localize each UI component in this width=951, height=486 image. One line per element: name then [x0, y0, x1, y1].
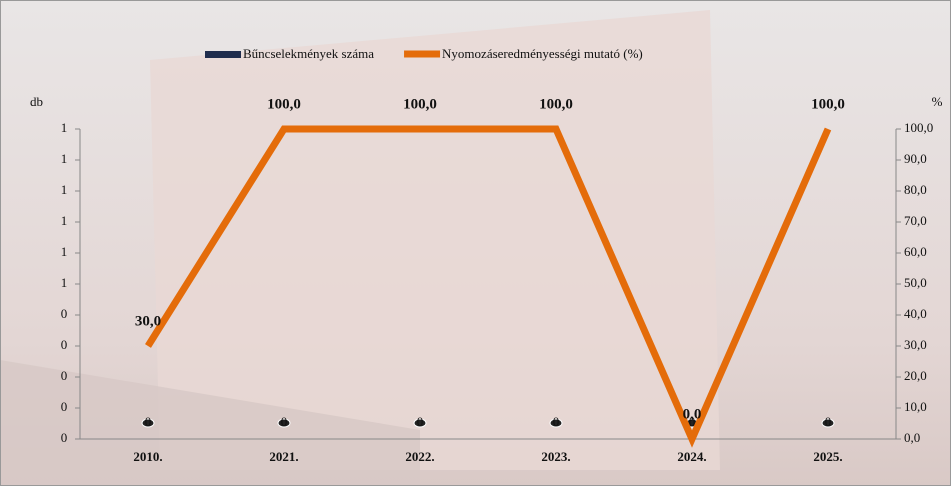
y2-tick-label: 50,0 — [904, 275, 927, 290]
y2-axis-title: % — [932, 94, 943, 109]
y2-tick-label: 80,0 — [904, 182, 927, 197]
x-tick-label: 2025. — [813, 449, 842, 464]
bar-value-label: 0 — [281, 414, 288, 429]
y2-tick-label: 60,0 — [904, 244, 927, 259]
y2-tick-label: 10,0 — [904, 399, 927, 414]
y-axis-title: db — [30, 94, 43, 109]
y-tick-label: 0 — [61, 368, 68, 383]
y-tick-label: 1 — [61, 182, 68, 197]
y-tick-label: 1 — [61, 151, 68, 166]
y2-tick-label: 100,0 — [904, 120, 933, 135]
y2-tick-label: 90,0 — [904, 151, 927, 166]
y-tick-label: 0 — [61, 306, 68, 321]
y2-tick-label: 40,0 — [904, 306, 927, 321]
y-tick-label: 0 — [61, 430, 68, 445]
line-value-label: 100,0 — [811, 96, 845, 112]
x-tick-label: 2024. — [677, 449, 706, 464]
y-tick-label: 1 — [61, 213, 68, 228]
page: db % 000001111110,010,020,030,040,050,06… — [0, 0, 951, 486]
y2-tick-label: 0,0 — [904, 430, 920, 445]
bar-value-label: 0 — [553, 414, 560, 429]
line-value-label: 100,0 — [403, 96, 437, 112]
x-tick-label: 2010. — [133, 449, 162, 464]
y-tick-label: 1 — [61, 275, 68, 290]
legend-label: Nyomozáseredményességi mutató (%) — [442, 46, 643, 61]
x-tick-label: 2021. — [269, 449, 298, 464]
y2-tick-label: 20,0 — [904, 368, 927, 383]
chart: db % 000001111110,010,020,030,040,050,06… — [0, 0, 951, 486]
bar-value-label: 0 — [145, 414, 152, 429]
bar-value-label: 0 — [825, 414, 832, 429]
y-tick-label: 0 — [61, 337, 68, 352]
line-value-label: 100,0 — [267, 96, 301, 112]
y-tick-label: 1 — [61, 244, 68, 259]
x-tick-label: 2023. — [541, 449, 570, 464]
line-value-label: 100,0 — [539, 96, 573, 112]
line-value-label: 30,0 — [135, 313, 161, 329]
y-tick-label: 0 — [61, 399, 68, 414]
legend-label: Bűncselekmények száma — [243, 46, 374, 61]
legend-swatch — [205, 51, 241, 58]
bar-value-label: 0 — [417, 414, 424, 429]
x-tick-label: 2022. — [405, 449, 434, 464]
y2-tick-label: 70,0 — [904, 213, 927, 228]
y-tick-label: 1 — [61, 120, 68, 135]
y2-tick-label: 30,0 — [904, 337, 927, 352]
line-value-label: 0,0 — [683, 406, 702, 422]
